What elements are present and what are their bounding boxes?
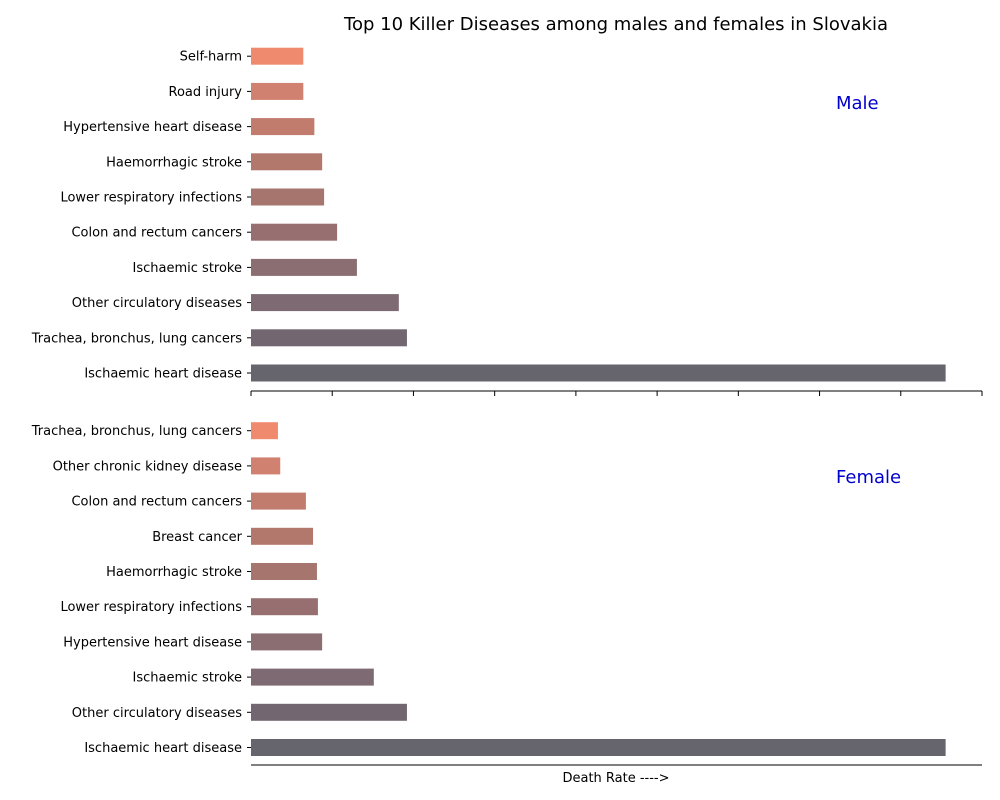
female-category-label: Ischaemic stroke	[133, 671, 242, 686]
chart-title: Top 10 Killer Diseases among males and f…	[343, 14, 888, 35]
male-bar	[251, 188, 325, 206]
female-panel-label: Female	[836, 467, 901, 488]
female-bar	[251, 739, 946, 756]
male-bar	[251, 258, 357, 276]
male-bar	[251, 364, 946, 382]
male-category-label: Other circulatory diseases	[72, 296, 242, 311]
female-panel: Ischaemic heart disease Other circulatory…	[31, 422, 982, 766]
male-bar	[251, 329, 407, 347]
female-category-label: Breast cancer	[152, 530, 242, 545]
female-bar	[251, 563, 317, 580]
female-category-label: Other circulatory diseases	[72, 706, 242, 721]
male-category-label: Lower respiratory infections	[60, 191, 242, 206]
female-bar	[251, 492, 306, 510]
female-category-label: Haemorrhagic stroke	[106, 565, 242, 580]
male-bar	[251, 82, 304, 100]
male-bar	[251, 118, 315, 136]
male-category-label: Road injury	[169, 85, 243, 100]
male-category-label: Ischaemic heart disease	[84, 367, 242, 382]
female-category-label: Colon and rectum cancers	[71, 495, 242, 510]
male-category-label: Ischaemic stroke	[133, 261, 242, 276]
male-bar	[251, 223, 338, 241]
male-bar	[251, 153, 323, 171]
female-bar	[251, 527, 314, 545]
male-category-label: Self-harm	[180, 50, 242, 65]
female-bar	[251, 598, 318, 616]
male-panel: Ischaemic heart disease Trachea, bronchus…	[31, 47, 983, 396]
female-bar	[251, 633, 323, 651]
male-category-label: Trachea, bronchus, lung cancers	[31, 331, 242, 346]
female-category-label: Ischaemic heart disease	[84, 741, 242, 756]
female-bar	[251, 457, 281, 475]
female-category-label: Trachea, bronchus, lung cancers	[31, 424, 242, 439]
male-bar	[251, 47, 304, 65]
female-bar	[251, 422, 278, 440]
male-category-label: Colon and rectum cancers	[71, 226, 242, 241]
male-bar	[251, 294, 399, 312]
x-axis-label: Death Rate ---->	[562, 771, 669, 786]
female-category-label: Lower respiratory infections	[60, 600, 242, 615]
male-category-label: Haemorrhagic stroke	[106, 155, 242, 170]
female-category-label: Hypertensive heart disease	[63, 635, 242, 650]
female-category-label: Other chronic kidney disease	[53, 459, 242, 474]
male-panel-label: Male	[836, 93, 879, 114]
female-bar	[251, 703, 407, 721]
male-category-label: Hypertensive heart disease	[63, 120, 242, 135]
female-bar	[251, 668, 374, 686]
